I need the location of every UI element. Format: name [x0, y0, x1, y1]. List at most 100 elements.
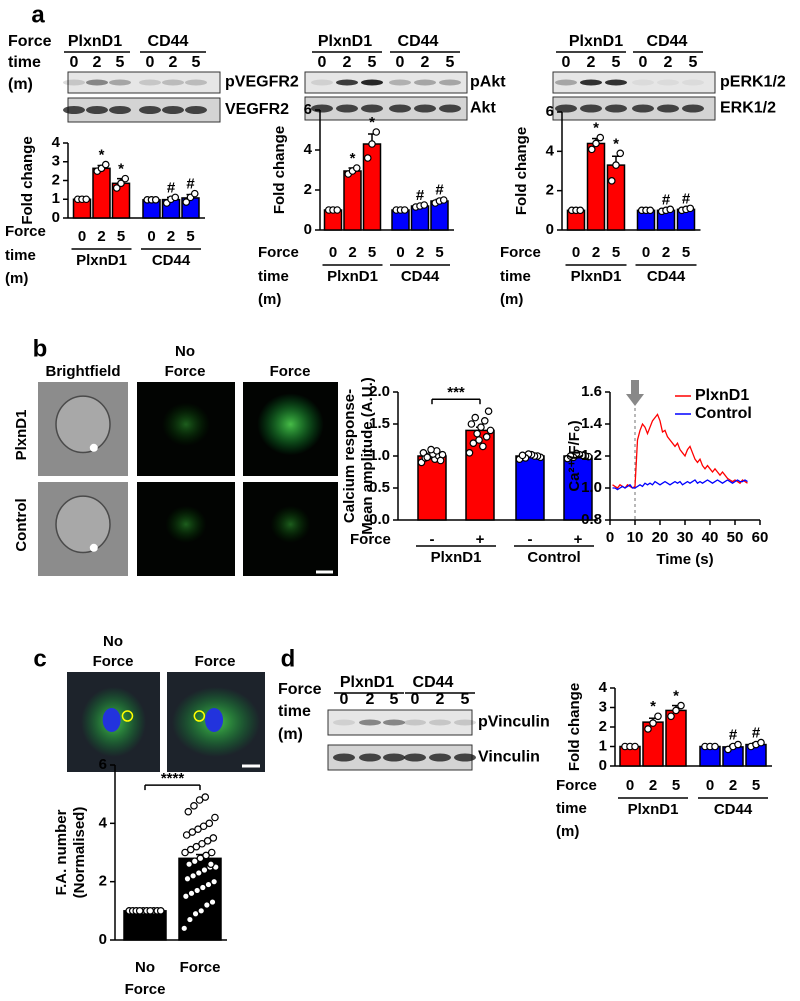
data-point — [210, 877, 218, 886]
y-tick-label: 1.5 — [369, 415, 390, 432]
data-point — [182, 198, 191, 206]
y-tick-label: 4 — [599, 679, 608, 696]
x-tick-label: 2 — [649, 777, 657, 794]
data-point — [734, 740, 742, 749]
bar — [606, 164, 626, 231]
roi — [193, 710, 206, 722]
blot-band — [383, 753, 405, 762]
data-point — [480, 416, 489, 425]
y-tick-label: 4 — [52, 134, 61, 151]
blot-time: 2 — [587, 54, 596, 71]
data-point — [202, 851, 210, 860]
y-tick-label: 1.0 — [581, 479, 602, 496]
blot-force-label: Force — [8, 33, 52, 50]
data-point — [757, 738, 765, 747]
data-point — [592, 139, 600, 148]
y-tick-label: 1 — [52, 190, 60, 207]
significance-mark: # — [167, 179, 176, 196]
bar — [343, 170, 362, 231]
data-point — [203, 837, 212, 845]
x-tick-label: + — [574, 531, 583, 548]
panel-letter: b — [33, 335, 48, 362]
data-point — [185, 860, 193, 868]
y-tick-label: 1.2 — [581, 447, 602, 464]
x-tick-label: 5 — [752, 777, 760, 794]
blot-band — [429, 719, 451, 726]
data-point — [156, 907, 165, 915]
blot-band — [439, 104, 461, 113]
y-tick-label: 0 — [52, 209, 60, 226]
y-tick-label: 1.6 — [581, 383, 602, 400]
blot-band — [86, 79, 108, 86]
y-tick-label: 3 — [52, 153, 60, 170]
x-tick-label: 5 — [682, 244, 690, 261]
x-tick-label: 0 — [396, 244, 404, 261]
data-point — [677, 701, 685, 710]
image-column-label: No — [175, 343, 195, 360]
significance-mark: * — [613, 135, 619, 152]
x-tick-label: 0 — [642, 244, 650, 261]
data-point — [182, 831, 191, 839]
blot-band — [139, 106, 161, 114]
blot-time: 5 — [612, 54, 621, 71]
y-tick-label: 2 — [52, 171, 60, 188]
y-axis-label: Fold change — [513, 127, 530, 215]
blot-force-label: (m) — [8, 76, 33, 93]
x-tick-label: 2 — [729, 777, 737, 794]
x-tick-label: 0 — [329, 244, 337, 261]
roi — [121, 710, 134, 722]
blot-band — [632, 79, 654, 86]
data-point — [420, 201, 429, 209]
x-tick-label: 20 — [652, 529, 669, 546]
blot-band — [63, 106, 85, 114]
significance-mark: * — [673, 688, 679, 705]
line-series — [612, 479, 748, 491]
image-column-label: Force — [165, 363, 206, 380]
blot-label: Akt — [470, 100, 496, 117]
blot-band — [185, 106, 207, 114]
blot-time: 5 — [390, 691, 399, 708]
blot-band — [389, 104, 411, 113]
data-point — [194, 869, 203, 877]
blot-band — [361, 104, 383, 113]
group-label: PlxnD1 — [327, 268, 378, 285]
data-point — [486, 426, 495, 435]
cell-vesicle — [89, 543, 98, 552]
x-tick-label: 5 — [435, 244, 443, 261]
data-point — [183, 874, 192, 883]
y-tick-label: 4 — [546, 142, 555, 159]
x-tick-label: 0 — [147, 228, 155, 245]
blot-time: 0 — [340, 691, 349, 708]
data-point — [465, 448, 474, 457]
x-tick-label: 5 — [186, 228, 194, 245]
x-axis-label: time — [5, 247, 36, 264]
blot-time: 5 — [689, 54, 698, 71]
data-point — [439, 196, 448, 204]
x-axis-label: (m) — [556, 823, 579, 840]
data-point — [711, 742, 719, 751]
blot-band — [336, 79, 358, 86]
blot-band — [109, 106, 131, 114]
data-point — [576, 206, 585, 215]
blot-image — [304, 96, 468, 121]
x-tick-label: 0 — [626, 777, 634, 794]
blot-group: CD44 — [413, 674, 454, 691]
data-point — [135, 907, 144, 915]
blot-band — [414, 104, 436, 113]
data-point — [195, 796, 204, 804]
significance-mark: * — [650, 698, 656, 715]
significance-mark: * — [99, 147, 105, 164]
group-label: CD44 — [714, 801, 753, 818]
data-point — [184, 807, 193, 816]
data-point — [667, 712, 675, 721]
blot-band — [361, 79, 383, 86]
y-tick-label: 4 — [99, 814, 108, 831]
bar — [123, 910, 167, 941]
data-point — [196, 854, 205, 863]
blot-band — [336, 104, 358, 113]
blot-time: 2 — [366, 691, 375, 708]
data-point — [205, 819, 214, 828]
x-tick-label: 0 — [706, 777, 714, 794]
legend-label: Control — [695, 405, 752, 422]
